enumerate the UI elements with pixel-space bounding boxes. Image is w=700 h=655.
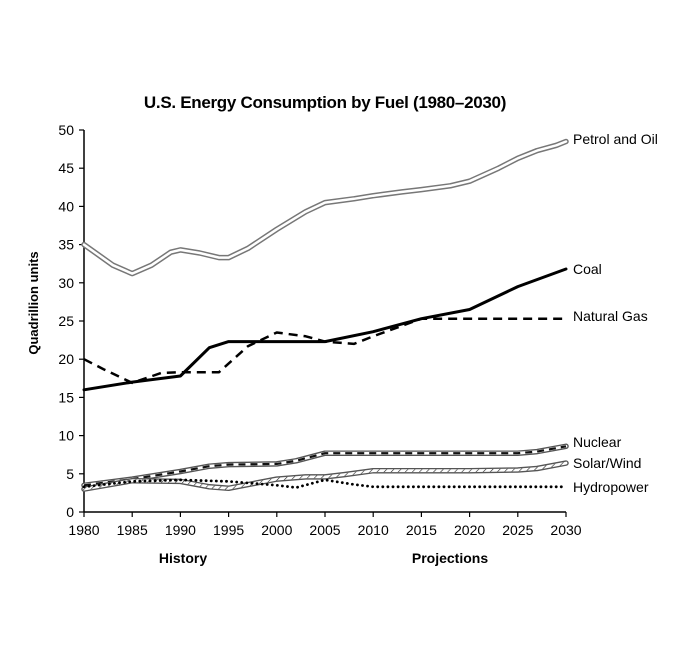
series-petrol-and-oil [81,138,569,277]
series-label-coal: Coal [573,261,602,277]
series-natural-gas [83,317,566,385]
series-line-outer [81,138,569,277]
y-tick-label: 5 [66,466,74,482]
series-label-natural-gas: Natural Gas [573,308,648,324]
history-label: History [159,550,207,566]
y-tick-label: 30 [58,275,74,291]
y-tick-label: 45 [58,160,74,176]
chart-title: U.S. Energy Consumption by Fuel (1980–20… [144,93,506,112]
series-labels: Petrol and Oil Coal Natural Gas Nuclear Sola… [573,131,658,495]
y-tick-label: 0 [66,504,74,520]
x-tick-label: 2020 [454,522,485,538]
series-line-fill [83,445,567,487]
y-tick-label: 35 [58,237,74,253]
series-label-solar-wind: Solar/Wind [573,455,641,471]
series-line-inner [82,140,568,275]
x-tick-label: 2015 [406,522,437,538]
series-line [83,317,566,385]
x-tick-label: 2025 [502,522,533,538]
x-tick-label: 2030 [550,522,581,538]
y-tick-label: 20 [58,351,74,367]
series-label-petrol-and-oil: Petrol and Oil [573,131,658,147]
series-label-hydropower: Hydropower [573,479,649,495]
y-tick-label: 40 [58,198,74,214]
x-tick-label: 1980 [68,522,99,538]
y-tick-label: 15 [58,389,74,405]
y-tick-label: 25 [58,313,74,329]
x-tick-label: 2010 [358,522,389,538]
series-solar-wind [81,460,569,492]
x-tick-label: 2000 [261,522,292,538]
series-line [82,267,568,392]
x-tick-label: 1985 [117,522,148,538]
projections-label: Projections [412,550,488,566]
series-nuclear [81,443,569,489]
y-axis-label: Quadrillion units [26,251,41,354]
series-layer [81,138,569,492]
series-label-nuclear: Nuclear [573,434,622,450]
series-coal [82,267,568,392]
series-line-hatch [82,461,568,491]
y-tick-label: 50 [58,122,74,138]
x-tick-label: 1995 [213,522,244,538]
x-tick-label: 2005 [309,522,340,538]
y-tick-label: 10 [58,428,74,444]
x-tick-label: 1990 [165,522,196,538]
